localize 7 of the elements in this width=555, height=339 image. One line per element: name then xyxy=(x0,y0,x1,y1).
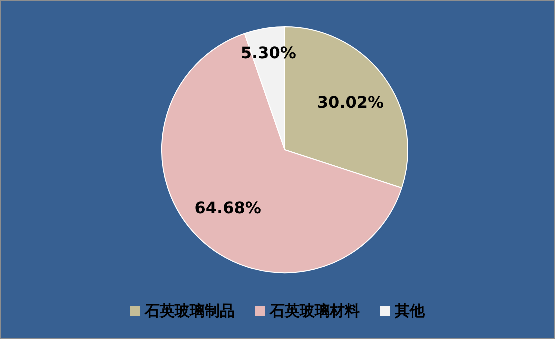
pie: 30.02% 64.68% 5.30% xyxy=(162,26,408,274)
data-label: 30.02% xyxy=(317,92,384,112)
data-label: 64.68% xyxy=(194,198,262,218)
legend-label: 石英玻璃制品 xyxy=(144,302,235,320)
legend-label: 石英玻璃材料 xyxy=(269,302,360,320)
data-label: 5.30% xyxy=(240,43,296,62)
legend-label: 其他 xyxy=(394,302,426,320)
